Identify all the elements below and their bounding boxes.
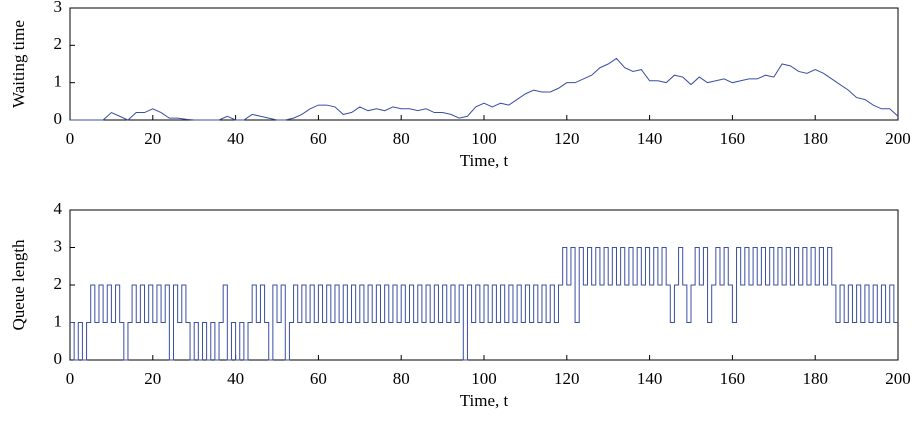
x-tick-label: 180 xyxy=(802,369,828,388)
x-tick-label: 120 xyxy=(554,129,580,148)
y-axis-label: Waiting time xyxy=(9,20,28,108)
x-tick-label: 160 xyxy=(720,369,746,388)
x-tick-label: 60 xyxy=(310,129,327,148)
x-tick-label: 180 xyxy=(802,129,828,148)
x-tick-label: 20 xyxy=(144,129,161,148)
y-tick-label: 2 xyxy=(54,34,63,53)
series-line xyxy=(70,57,899,121)
y-tick-label: 3 xyxy=(54,0,63,16)
y-tick-label: 3 xyxy=(54,236,63,255)
x-tick-label: 80 xyxy=(393,369,410,388)
x-axis-label: Time, t xyxy=(460,151,509,170)
x-tick-label: 0 xyxy=(66,369,75,388)
x-tick-label: 140 xyxy=(637,369,663,388)
x-tick-label: 120 xyxy=(554,369,580,388)
x-tick-label: 0 xyxy=(66,129,75,148)
x-tick-label: 60 xyxy=(310,369,327,388)
x-tick-label: 80 xyxy=(393,129,410,148)
x-tick-label: 40 xyxy=(227,129,244,148)
y-tick-label: 2 xyxy=(54,274,63,293)
y-axis-label: Queue length xyxy=(9,239,28,331)
y-tick-label: 1 xyxy=(54,72,63,91)
x-tick-label: 200 xyxy=(885,369,911,388)
x-tick-label: 160 xyxy=(720,129,746,148)
x-tick-label: 100 xyxy=(471,369,497,388)
x-tick-label: 200 xyxy=(885,129,911,148)
x-tick-label: 20 xyxy=(144,369,161,388)
series-line xyxy=(70,247,898,361)
x-tick-label: 40 xyxy=(227,369,244,388)
y-tick-label: 1 xyxy=(54,311,63,330)
x-axis-label: Time, t xyxy=(460,391,509,410)
y-tick-label: 4 xyxy=(54,199,63,218)
x-tick-label: 100 xyxy=(471,129,497,148)
y-tick-label: 0 xyxy=(54,349,63,368)
y-tick-label: 0 xyxy=(54,109,63,128)
x-tick-label: 140 xyxy=(637,129,663,148)
